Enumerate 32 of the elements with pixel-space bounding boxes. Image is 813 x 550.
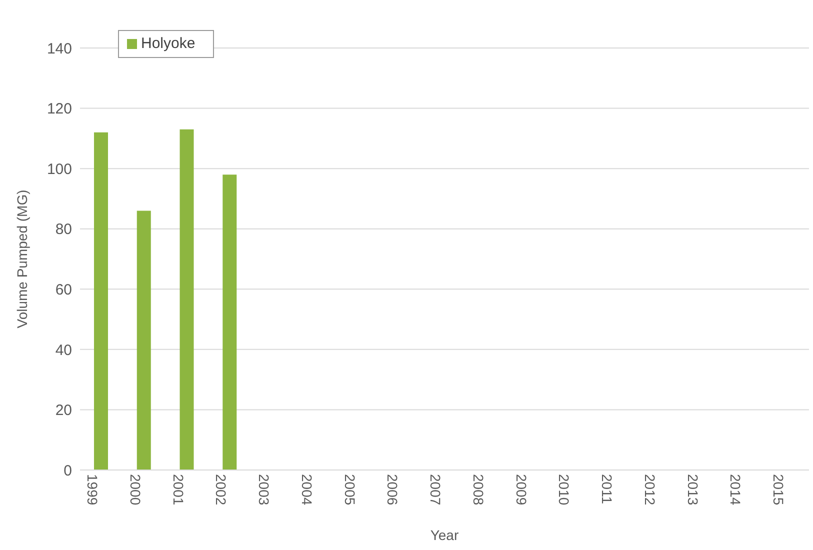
bar xyxy=(180,129,194,470)
legend-label: Holyoke xyxy=(141,35,196,52)
x-tick-label: 2000 xyxy=(127,474,144,506)
x-tick-label: 2007 xyxy=(428,474,444,506)
y-tick-label: 100 xyxy=(46,160,72,178)
x-tick-label: 2015 xyxy=(770,474,787,506)
y-tick-label: 140 xyxy=(46,40,72,58)
x-tick-label: 2013 xyxy=(684,474,701,506)
x-tick-label: 2001 xyxy=(170,474,186,506)
bar xyxy=(222,174,237,470)
x-tick-label: 2009 xyxy=(513,474,530,506)
x-tick-label: 2008 xyxy=(470,474,486,506)
x-tick-label: 2003 xyxy=(256,474,272,506)
x-tick-label: 1999 xyxy=(84,474,100,506)
x-axis-title: Year xyxy=(430,527,459,543)
x-tick-label: 2010 xyxy=(556,474,572,506)
y-axis-title: Volume Pumped (MG) xyxy=(14,190,30,328)
x-tick-label: 2002 xyxy=(213,474,230,506)
y-tick-label: 40 xyxy=(55,342,72,359)
bar xyxy=(94,132,108,470)
x-tick-label: 2012 xyxy=(642,474,658,506)
x-tick-label: 2004 xyxy=(298,474,315,506)
x-tick-label: 2014 xyxy=(728,474,744,506)
y-tick-label: 120 xyxy=(46,100,72,118)
bar xyxy=(136,210,151,470)
y-tick-label: 80 xyxy=(55,221,72,238)
y-tick-label: 60 xyxy=(55,281,72,298)
x-tick-label: 2005 xyxy=(342,474,358,506)
y-tick-label: 20 xyxy=(55,402,72,420)
x-tick-label: 2006 xyxy=(384,474,401,506)
y-tick-label: 0 xyxy=(64,462,72,480)
x-tick-label: 2011 xyxy=(599,474,616,504)
